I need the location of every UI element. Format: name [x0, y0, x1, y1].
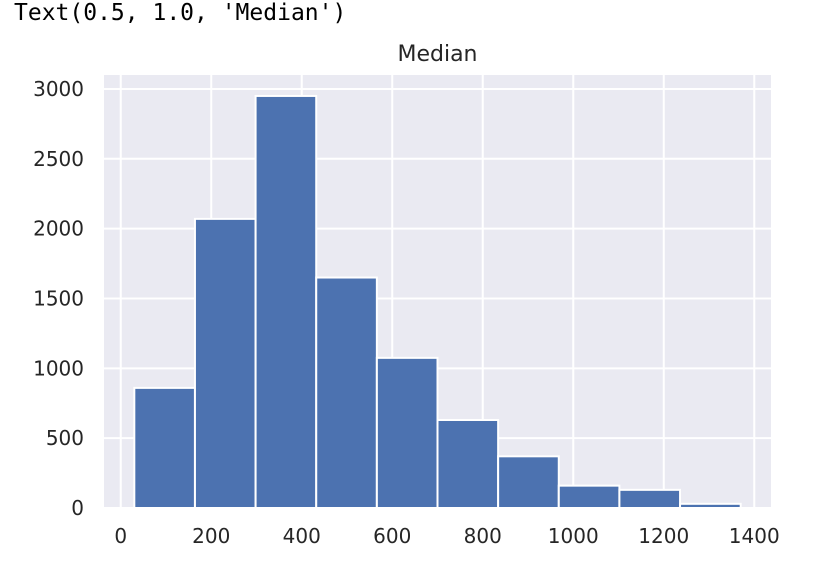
y-tick-label: 1500 — [33, 286, 84, 310]
histogram-bar — [436, 419, 500, 510]
histogram-bar — [375, 356, 439, 509]
x-tick-label: 400 — [283, 524, 321, 548]
y-tick-label: 500 — [46, 426, 84, 450]
y-tick-label: 1000 — [33, 356, 84, 380]
histogram-bar — [133, 386, 196, 509]
histogram-bar — [315, 276, 378, 509]
x-tick-label: 600 — [373, 524, 411, 548]
y-tick-label: 3000 — [33, 77, 84, 101]
x-tick-labels: 0 200 400 600 800 1000 1200 1400 — [114, 524, 779, 548]
x-tick-label: 0 — [114, 524, 127, 548]
chart-title: Median — [397, 42, 477, 67]
x-tick-label: 1400 — [729, 524, 780, 548]
x-tick-label: 200 — [192, 524, 230, 548]
x-tick-label: 1200 — [638, 524, 689, 548]
y-tick-label: 0 — [71, 496, 84, 520]
histogram-bar — [254, 94, 318, 510]
histogram-bar — [557, 484, 621, 509]
histogram-bar — [193, 217, 257, 509]
output-text: Text(0.5, 1.0, 'Median') — [14, 0, 347, 26]
x-tick-label: 800 — [464, 524, 502, 548]
y-tick-labels: 0 500 1000 1500 2000 2500 3000 — [33, 77, 84, 520]
histogram-bars — [133, 94, 742, 510]
histogram-bar — [618, 488, 682, 510]
histogram-bar — [679, 502, 742, 510]
y-tick-label: 2500 — [33, 147, 84, 171]
x-tick-label: 1000 — [548, 524, 599, 548]
y-tick-label: 2000 — [33, 217, 84, 241]
histogram-bar — [497, 455, 560, 510]
